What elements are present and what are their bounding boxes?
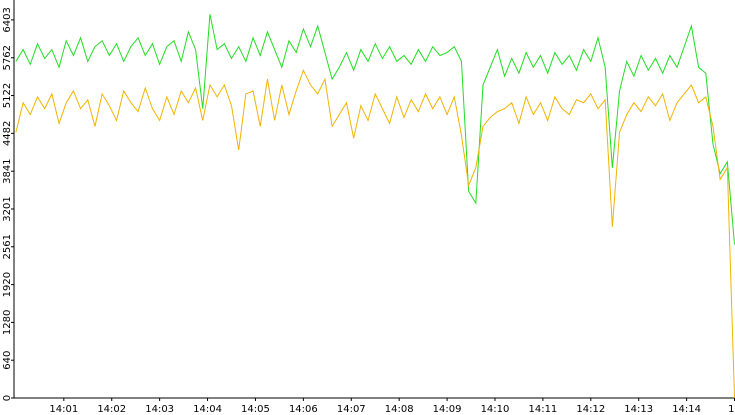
y-tick-label: 1280 bbox=[2, 310, 13, 335]
x-tick-label: 14:03 bbox=[145, 404, 174, 415]
y-tick-label: 3841 bbox=[2, 158, 13, 183]
y-tick-label: 5762 bbox=[2, 45, 13, 70]
y-tick-label: 0 bbox=[2, 395, 13, 401]
y-tick-label: 1920 bbox=[2, 272, 13, 297]
x-tick-label: 14:08 bbox=[385, 404, 414, 415]
y-tick-label: 5122 bbox=[2, 83, 13, 108]
y-tick-label: 6403 bbox=[2, 7, 13, 32]
y-tick-label: 3201 bbox=[2, 196, 13, 221]
x-tick-label: 14:13 bbox=[624, 404, 653, 415]
x-tick-label: 14:10 bbox=[481, 404, 510, 415]
x-tick-label: 14:04 bbox=[193, 404, 222, 415]
x-tick-label: 14:07 bbox=[337, 404, 366, 415]
data-line bbox=[15, 68, 735, 399]
x-tick-label: 14:11 bbox=[528, 404, 557, 415]
data-line bbox=[15, 14, 735, 245]
y-tick-label: 4482 bbox=[2, 121, 13, 146]
x-tick-label: 14:06 bbox=[289, 404, 318, 415]
y-tick-label: 2561 bbox=[2, 234, 13, 259]
x-tick-label: 14 bbox=[728, 404, 735, 415]
x-tick-label: 14:14 bbox=[672, 404, 701, 415]
x-tick-label: 14:09 bbox=[433, 404, 462, 415]
y-tick-label: 640 bbox=[2, 351, 13, 370]
x-tick-label: 14:05 bbox=[241, 404, 270, 415]
x-tick-label: 14:02 bbox=[97, 404, 126, 415]
x-tick-label: 14:01 bbox=[49, 404, 78, 415]
x-tick-label: 14:12 bbox=[576, 404, 605, 415]
